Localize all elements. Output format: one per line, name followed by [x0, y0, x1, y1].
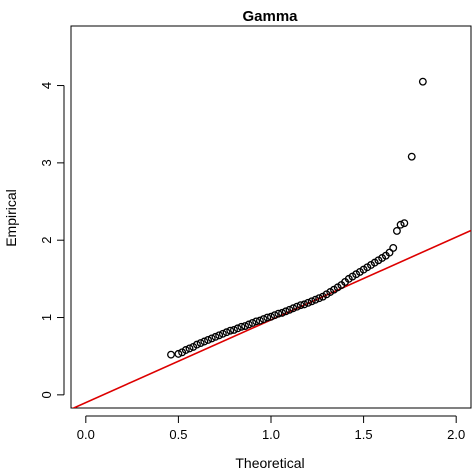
data-point	[270, 311, 279, 320]
data-point	[204, 336, 212, 344]
x-tick-label: 1.5	[355, 427, 373, 442]
data-point	[281, 307, 290, 316]
data-point	[296, 301, 305, 310]
data-point	[267, 312, 275, 321]
data-point	[396, 220, 405, 229]
data-point	[259, 315, 268, 324]
x-tick-label: 0.0	[77, 427, 95, 442]
y-axis: 0 1 2 3 4	[39, 82, 65, 398]
x-tick-label: 0.5	[169, 427, 187, 442]
y-tick-label: 3	[39, 159, 54, 166]
data-point	[407, 152, 416, 161]
plot-frame	[70, 25, 472, 409]
data-point	[233, 324, 242, 333]
data-point	[278, 308, 287, 317]
data-point	[200, 337, 209, 346]
data-point	[207, 334, 216, 343]
data-point	[311, 295, 320, 304]
data-point	[289, 304, 298, 313]
data-point	[400, 219, 409, 228]
data-point	[274, 309, 283, 318]
data-point	[315, 294, 324, 303]
data-point	[167, 350, 175, 359]
y-tick-label: 2	[39, 237, 54, 244]
x-axis-label: Theoretical	[235, 455, 304, 471]
data-point	[263, 313, 272, 322]
data-point	[218, 329, 227, 338]
data-points	[167, 77, 427, 359]
data-point	[252, 317, 261, 326]
data-point	[418, 77, 427, 86]
data-point	[196, 339, 205, 347]
data-point	[174, 349, 183, 358]
chart-title: Gamma	[242, 8, 298, 25]
data-point	[300, 300, 309, 309]
data-point	[181, 346, 190, 354]
y-tick-label: 1	[39, 314, 54, 321]
data-point	[215, 331, 224, 340]
x-tick-label: 2.0	[447, 427, 465, 442]
y-axis-label: Empirical	[3, 189, 19, 247]
data-point	[226, 326, 235, 335]
data-point	[185, 344, 194, 353]
data-point	[255, 316, 264, 325]
data-point	[389, 243, 398, 252]
data-point	[211, 332, 220, 341]
data-point	[248, 318, 257, 327]
x-tick-label: 1.0	[262, 427, 280, 442]
data-point	[237, 322, 246, 331]
data-point	[285, 305, 294, 314]
data-point	[392, 226, 401, 235]
data-point	[307, 297, 316, 306]
data-point	[241, 322, 250, 330]
y-tick-label: 0	[39, 391, 54, 398]
y-tick-label: 4	[39, 82, 54, 89]
data-point	[230, 325, 238, 334]
data-point	[192, 340, 201, 349]
data-point	[222, 328, 231, 337]
data-point	[304, 298, 312, 307]
data-point	[292, 302, 301, 311]
data-point	[244, 320, 253, 329]
x-axis: 0.0 0.5 1.0 1.5 2.0	[77, 415, 465, 442]
